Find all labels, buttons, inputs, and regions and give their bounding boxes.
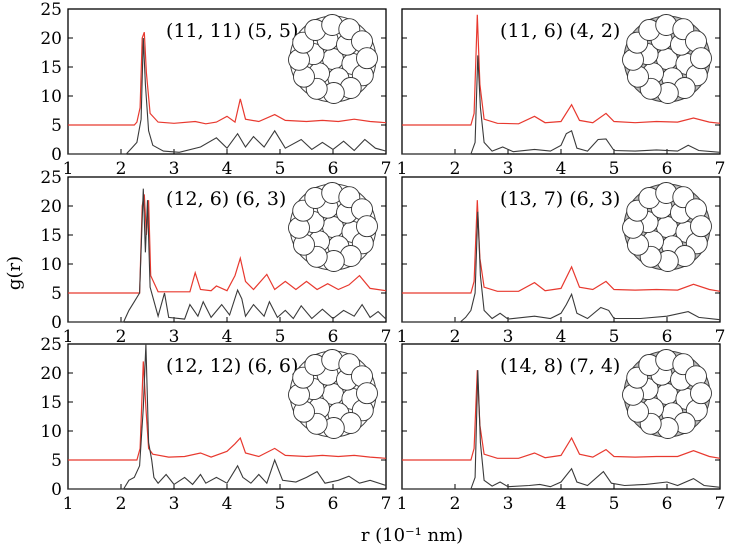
x-tick-label: 7 [381, 327, 392, 347]
y-tick-label: 25 [40, 335, 62, 355]
y-tick-label: 20 [40, 29, 62, 49]
y-tick-label: 5 [51, 284, 62, 304]
panel-5: 0 5 10 15 20 25 1 2 3 4 5 6 7 (12, 12) (6, 6) [40, 335, 391, 514]
panel-3: 0 5 10 15 20 25 1 2 3 4 5 6 7 (12, 6) (6, 3) [40, 168, 391, 347]
x-tick-label: 4 [222, 494, 233, 514]
nanowire-cross-section-image [288, 14, 378, 104]
x-tick-label: 4 [556, 494, 567, 514]
nanowire-cross-section-image [622, 14, 712, 104]
x-tick-label: 1 [397, 159, 408, 179]
x-tick-label: 5 [275, 327, 286, 347]
x-tick-label: 6 [662, 159, 673, 179]
x-tick-label: 1 [397, 494, 408, 514]
x-tick-label: 6 [662, 327, 673, 347]
x-tick-label: 7 [715, 494, 726, 514]
x-tick-label: 2 [116, 159, 127, 179]
x-tick-label: 1 [63, 494, 74, 514]
x-tick-label: 1 [63, 159, 74, 179]
x-tick-label: 4 [556, 327, 567, 347]
x-tick-label: 3 [503, 327, 514, 347]
x-tick-label: 2 [116, 327, 127, 347]
panel-title: (12, 12) (6, 6) [166, 355, 298, 377]
x-tick-label: 5 [609, 494, 620, 514]
x-tick-label: 4 [222, 159, 233, 179]
x-tick-label: 2 [116, 494, 127, 514]
y-tick-label: 10 [40, 422, 62, 442]
x-tick-label: 5 [609, 159, 620, 179]
series-lower-line [402, 55, 721, 155]
series-lower-line [402, 370, 721, 490]
x-tick-label: 6 [328, 159, 339, 179]
y-tick-label: 10 [40, 87, 62, 107]
y-tick-label: 0 [51, 480, 62, 500]
nanowire-cross-section-image [622, 182, 712, 272]
x-tick-label: 1 [63, 327, 74, 347]
nanowire-cross-section-image [288, 182, 378, 272]
series-lower-line [68, 188, 387, 323]
series-lower-line [68, 37, 387, 155]
y-tick-label: 25 [40, 0, 62, 20]
x-tick-label: 3 [169, 159, 180, 179]
x-tick-label: 6 [662, 494, 673, 514]
x-tick-label: 5 [609, 327, 620, 347]
panel-6: 1 2 3 4 5 6 7 (14, 8) (7, 4) [397, 343, 726, 514]
panel-title: (14, 8) (7, 4) [500, 355, 620, 377]
series-lower-line [402, 211, 721, 323]
x-tick-label: 6 [328, 327, 339, 347]
series-upper-line [402, 14, 721, 126]
nanowire-cross-section-image [622, 349, 712, 439]
x-tick-label: 3 [169, 494, 180, 514]
y-tick-label: 0 [51, 145, 62, 165]
x-tick-label: 2 [450, 494, 461, 514]
x-tick-label: 3 [503, 159, 514, 179]
series-lower-line [68, 343, 387, 490]
y-tick-label: 15 [40, 393, 62, 413]
panel-title: (11, 11) (5, 5) [166, 20, 298, 42]
x-tick-label: 7 [381, 159, 392, 179]
x-axis-label: r (10⁻¹ nm) [361, 525, 463, 546]
x-tick-label: 7 [381, 494, 392, 514]
panel-1: 0 5 10 15 20 25 1 2 3 4 5 6 7 (11, 11) (5, 5) [40, 0, 391, 179]
series-upper-line [68, 31, 387, 126]
x-tick-label: 6 [328, 494, 339, 514]
panel-2: 1 2 3 4 5 6 7 (11, 6) (4, 2) [397, 8, 726, 179]
x-tick-label: 5 [275, 494, 286, 514]
y-tick-label: 5 [51, 116, 62, 136]
y-tick-label: 0 [51, 313, 62, 333]
y-tick-label: 20 [40, 197, 62, 217]
x-tick-label: 3 [169, 327, 180, 347]
series-upper-line [68, 361, 387, 461]
x-tick-label: 4 [556, 159, 567, 179]
y-tick-label: 5 [51, 451, 62, 471]
x-tick-label: 1 [397, 327, 408, 347]
y-tick-label: 15 [40, 58, 62, 78]
x-tick-label: 5 [275, 159, 286, 179]
panel-title: (13, 7) (6, 3) [500, 188, 620, 210]
nanowire-cross-section-image [288, 349, 378, 439]
x-tick-label: 4 [222, 327, 233, 347]
x-tick-label: 2 [450, 327, 461, 347]
x-tick-label: 7 [715, 159, 726, 179]
y-axis-label: g(r) [4, 256, 25, 290]
y-tick-label: 20 [40, 364, 62, 384]
x-tick-label: 2 [450, 159, 461, 179]
y-tick-label: 10 [40, 255, 62, 275]
y-tick-label: 15 [40, 226, 62, 246]
series-upper-line [68, 194, 387, 294]
x-tick-label: 3 [503, 494, 514, 514]
y-tick-label: 25 [40, 168, 62, 188]
panel-title: (12, 6) (6, 3) [166, 188, 286, 210]
panel-4: 1 2 3 4 5 6 7 (13, 7) (6, 3) [397, 176, 726, 347]
panel-title: (11, 6) (4, 2) [500, 20, 620, 42]
x-tick-label: 7 [715, 327, 726, 347]
